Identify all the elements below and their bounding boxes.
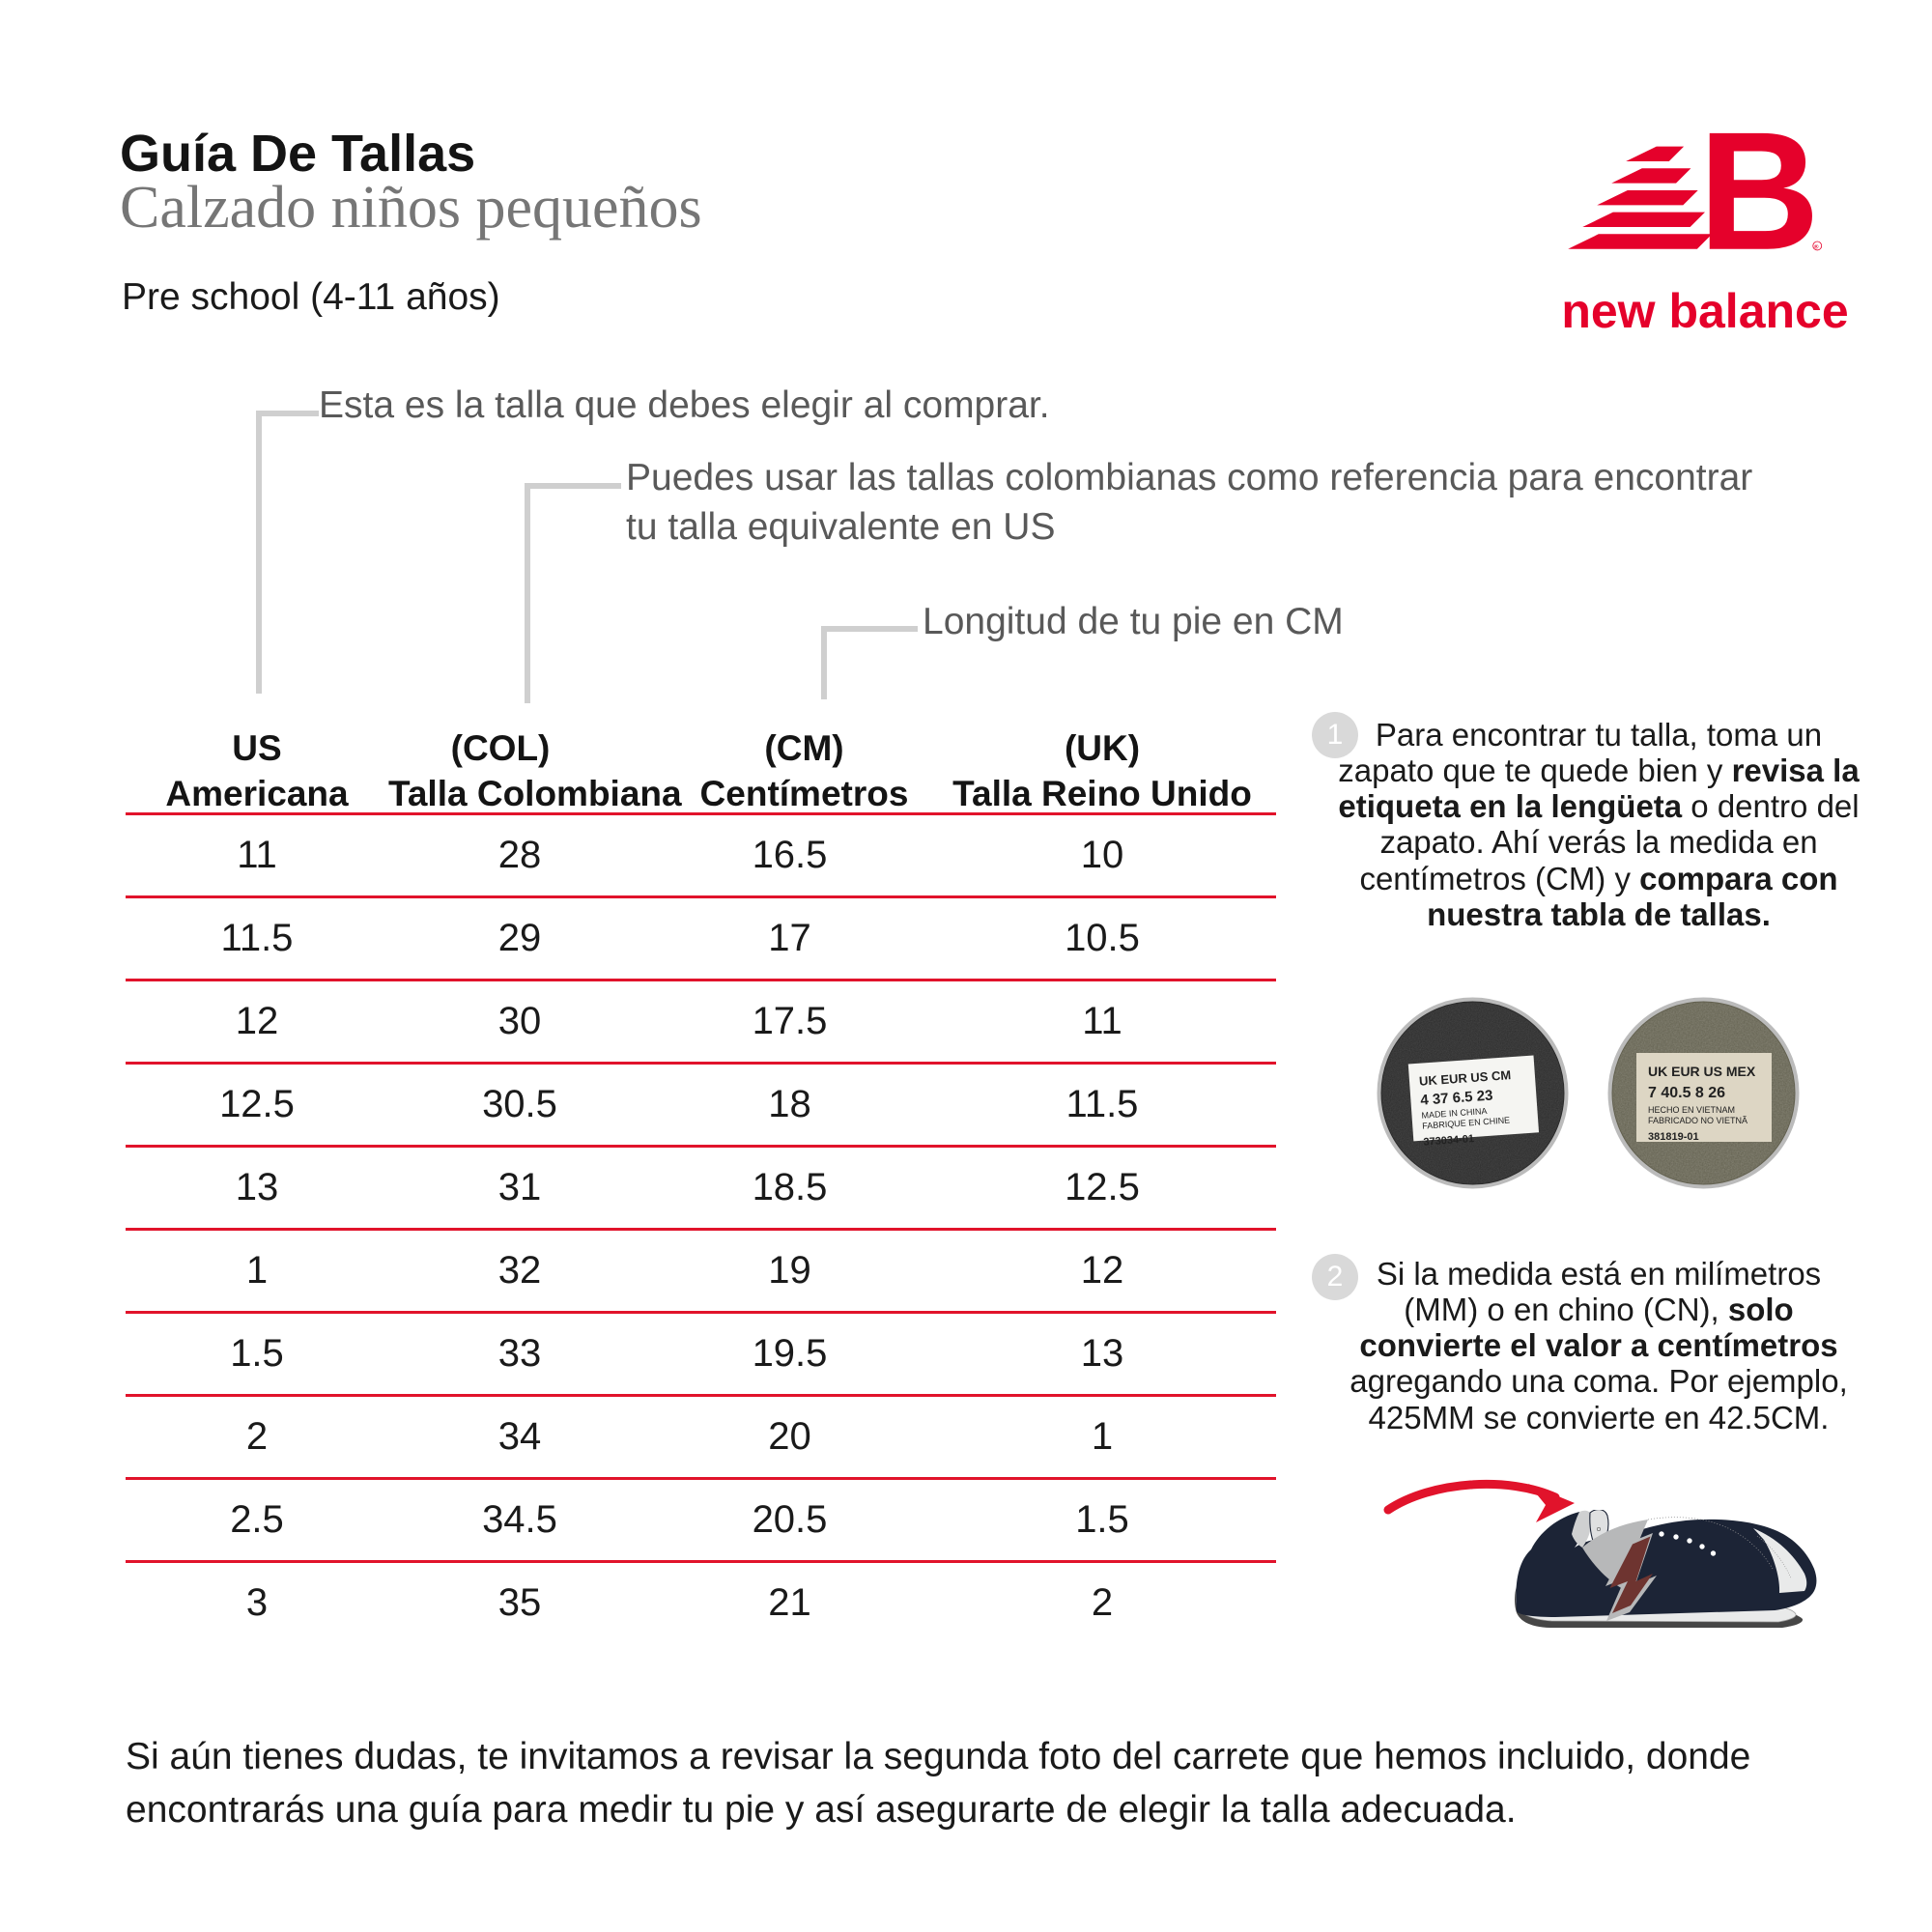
svg-text:B: B bbox=[1698, 116, 1816, 272]
svg-text:®: ® bbox=[1814, 244, 1819, 251]
svg-text:7 40.5 8 26: 7 40.5 8 26 bbox=[1648, 1085, 1725, 1101]
svg-text:UK EUR US MEX: UK EUR US MEX bbox=[1648, 1064, 1756, 1079]
svg-text:HECHO EN VIETNAM: HECHO EN VIETNAM bbox=[1648, 1105, 1735, 1115]
svg-text:381819-01: 381819-01 bbox=[1648, 1131, 1699, 1143]
svg-text:FABRICADO NO VIETNÃ: FABRICADO NO VIETNÃ bbox=[1648, 1116, 1747, 1125]
